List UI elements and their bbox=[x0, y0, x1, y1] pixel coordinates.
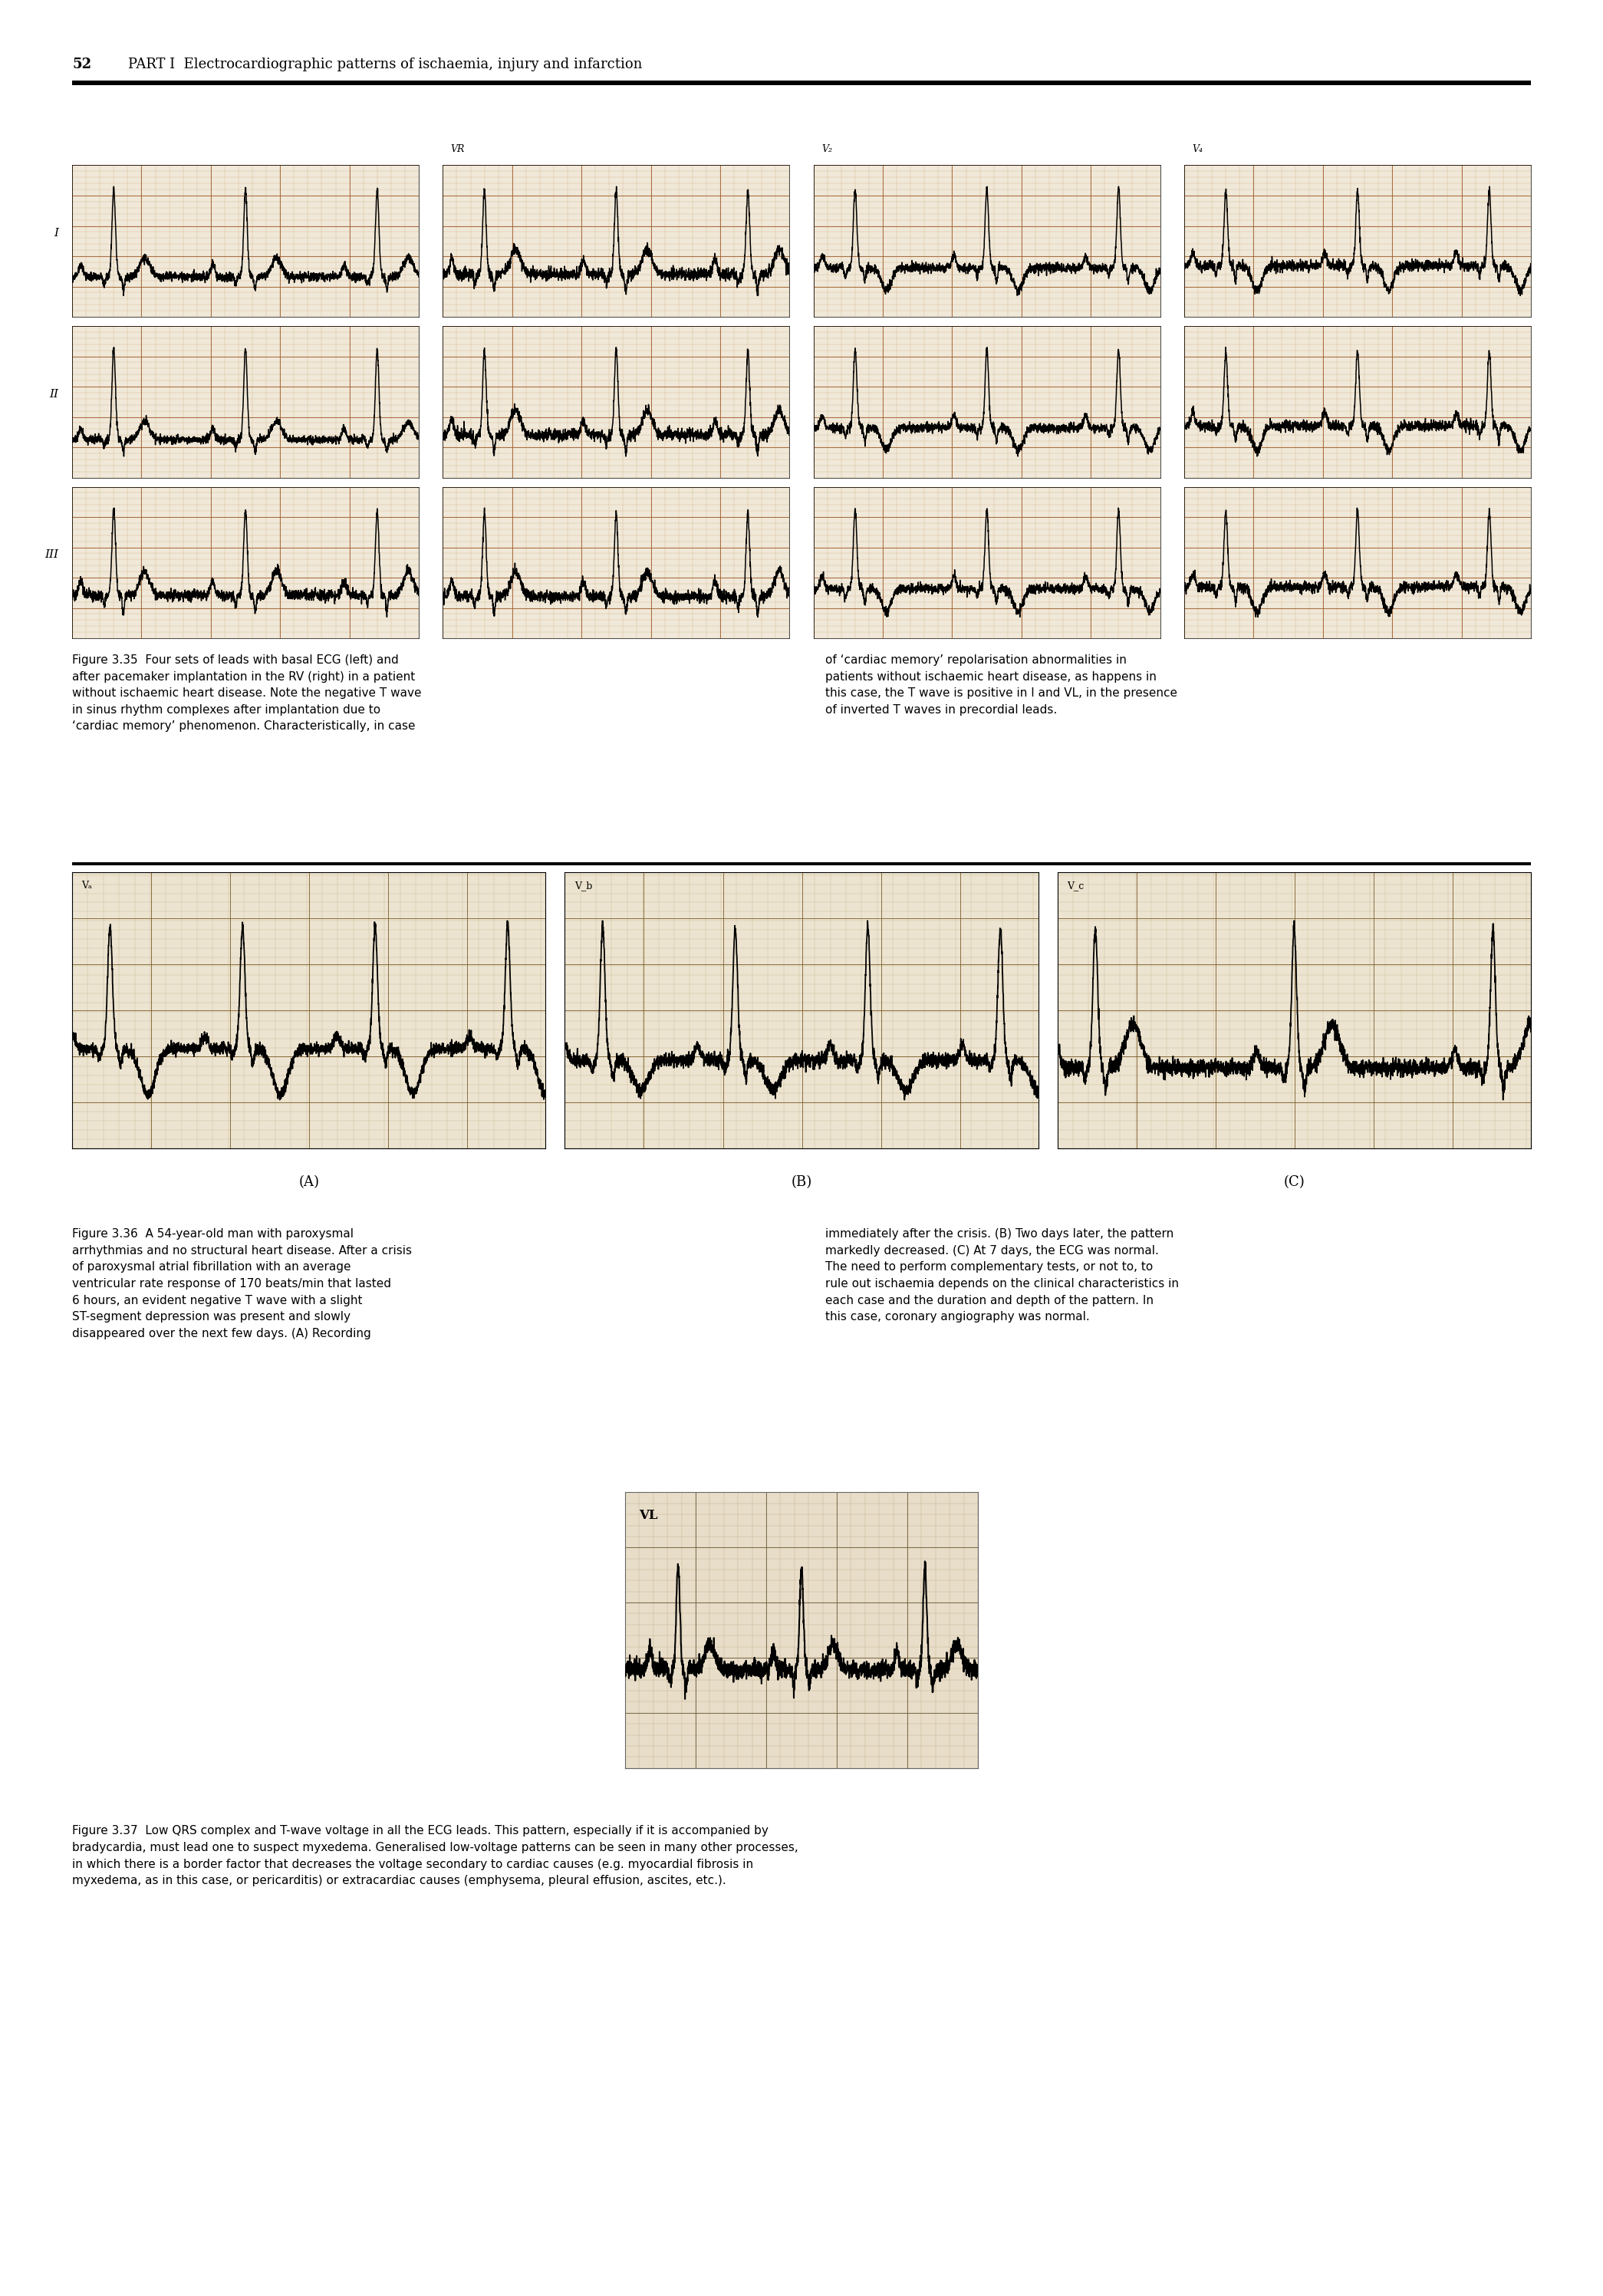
Text: II: II bbox=[50, 388, 58, 400]
Text: Vₐ: Vₐ bbox=[82, 882, 93, 891]
Text: (B): (B) bbox=[790, 1176, 813, 1189]
Text: immediately after the crisis. (B) Two days later, the pattern
markedly decreased: immediately after the crisis. (B) Two da… bbox=[826, 1228, 1180, 1322]
Text: Figure 3.36  A 54-year-old man with paroxysmal
arrhythmias and no structural hea: Figure 3.36 A 54-year-old man with parox… bbox=[72, 1228, 412, 1339]
Text: PART I  Electrocardiographic patterns of ischaemia, injury and infarction: PART I Electrocardiographic patterns of … bbox=[128, 57, 643, 71]
Text: V_c: V_c bbox=[1068, 882, 1084, 891]
Text: 52: 52 bbox=[72, 57, 91, 71]
Text: of ‘cardiac memory’ repolarisation abnormalities in
patients without ischaemic h: of ‘cardiac memory’ repolarisation abnor… bbox=[826, 654, 1178, 716]
Text: Figure 3.35  Four sets of leads with basal ECG (left) and
after pacemaker implan: Figure 3.35 Four sets of leads with basa… bbox=[72, 654, 422, 732]
Text: III: III bbox=[45, 549, 58, 560]
Text: V₄: V₄ bbox=[1193, 145, 1202, 154]
Text: I: I bbox=[53, 227, 58, 239]
Text: (C): (C) bbox=[1284, 1176, 1305, 1189]
Text: VR: VR bbox=[450, 145, 465, 154]
Text: V_b: V_b bbox=[574, 882, 592, 891]
Text: V₂: V₂ bbox=[822, 145, 832, 154]
Text: (A): (A) bbox=[298, 1176, 319, 1189]
Text: Figure 3.37  Low QRS complex and T-wave voltage in all the ECG leads. This patte: Figure 3.37 Low QRS complex and T-wave v… bbox=[72, 1825, 798, 1887]
Text: VL: VL bbox=[640, 1508, 659, 1522]
